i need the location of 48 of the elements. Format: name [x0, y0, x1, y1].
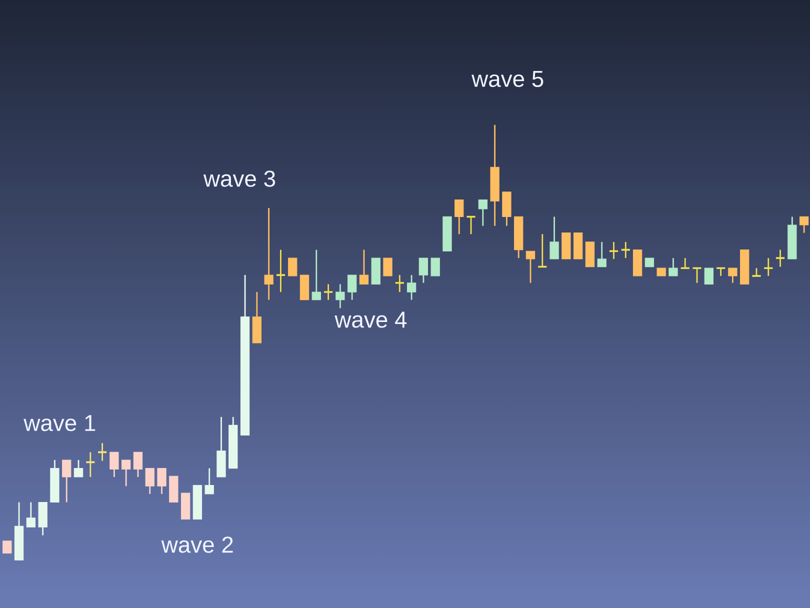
- candlestick: [276, 249, 286, 293]
- candlestick: [157, 468, 166, 495]
- candlestick: [620, 241, 631, 259]
- candlestick: [312, 249, 321, 301]
- candlestick: [454, 199, 464, 235]
- candlestick: [323, 283, 334, 301]
- candlestick: [26, 502, 36, 528]
- candlestick: [466, 216, 476, 235]
- candlestick: [85, 451, 96, 478]
- candlestick: [394, 274, 405, 293]
- candlestick: [359, 249, 369, 285]
- candlestick: [264, 207, 274, 301]
- annotation: wave 3: [203, 170, 276, 187]
- candlestick: [728, 267, 738, 284]
- candlestick: [133, 451, 143, 478]
- candlestick: [716, 267, 726, 277]
- candlestick: [775, 249, 786, 268]
- candlestick: [347, 274, 357, 301]
- candlestick: [430, 257, 440, 277]
- candlestick: [478, 199, 488, 227]
- candlestick: [692, 267, 702, 284]
- candlestick: [763, 257, 774, 277]
- annotation: wave 4: [334, 312, 407, 328]
- candlestick: [526, 250, 536, 284]
- candlestick: [336, 283, 345, 309]
- annotation: wave 2: [161, 536, 233, 553]
- candlestick: [537, 233, 548, 268]
- candlestick: [110, 451, 119, 478]
- candlestick: [145, 468, 154, 495]
- candlestick: [97, 442, 108, 462]
- candlestick: [383, 257, 392, 277]
- candlestick: [597, 241, 606, 268]
- candlestick: [668, 257, 678, 277]
- candlestick: [550, 216, 559, 260]
- candlestick: [288, 257, 298, 277]
- candlestick: [608, 241, 619, 260]
- candlestick: [122, 459, 131, 487]
- candlestick: [204, 468, 214, 495]
- text: wave 5: [472, 71, 544, 88]
- candlestick: [62, 459, 72, 503]
- candlestick: [2, 540, 12, 554]
- candlestick: [406, 274, 416, 301]
- candlestick: [704, 267, 714, 285]
- candlestick: [418, 257, 428, 284]
- annotation: wave 1: [24, 415, 96, 432]
- candlestick: [799, 216, 809, 234]
- candlestick: [74, 459, 84, 478]
- candlestick: [680, 257, 690, 269]
